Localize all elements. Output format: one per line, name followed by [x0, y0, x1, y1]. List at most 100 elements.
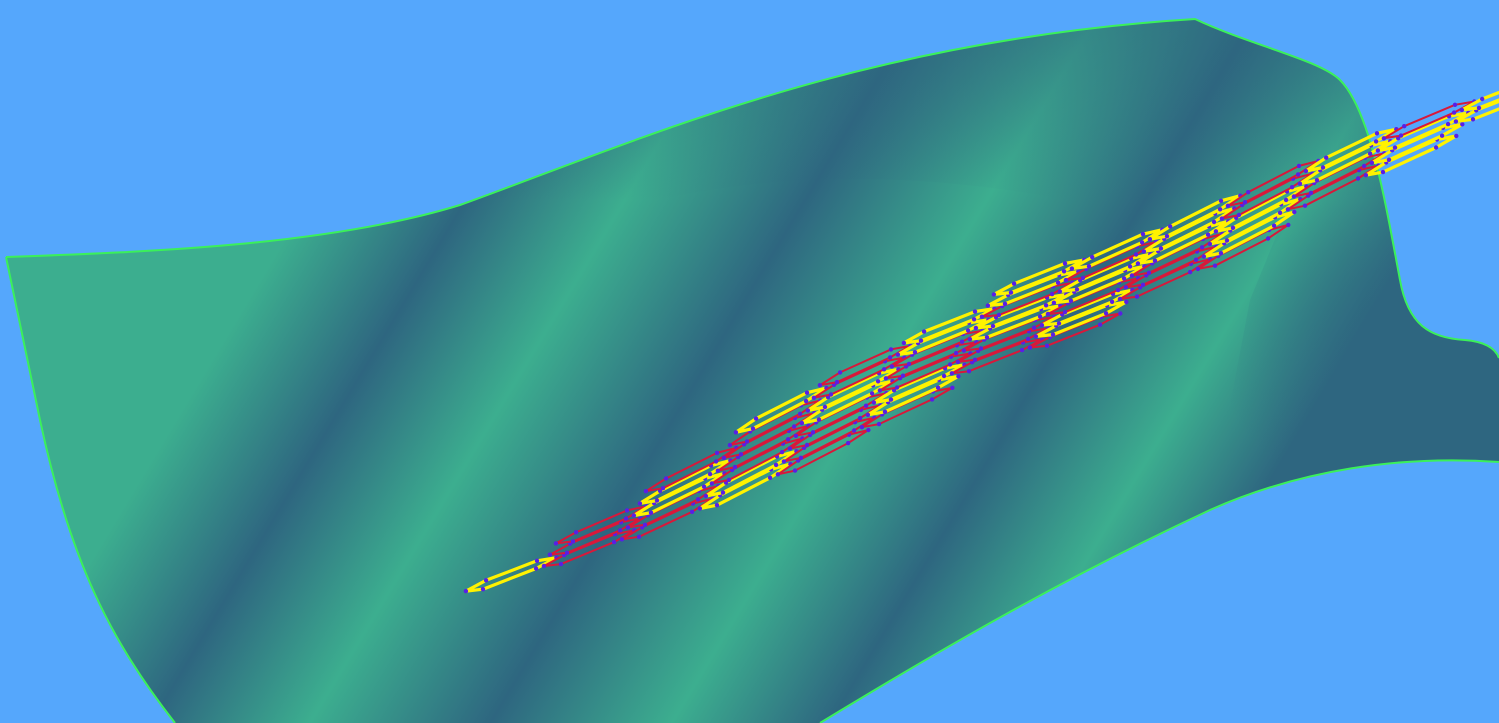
lattice-node [1476, 105, 1482, 111]
lattice-node [978, 346, 984, 351]
lattice-node [1049, 291, 1055, 297]
lattice-node [793, 433, 799, 438]
lattice-node [642, 522, 648, 527]
lattice-node [984, 335, 990, 340]
lattice-node [1037, 314, 1043, 319]
lattice-node [733, 430, 739, 435]
lattice-node [1152, 258, 1158, 263]
lattice-node [1025, 336, 1031, 342]
lattice-node [1074, 287, 1080, 292]
lattice-node [817, 383, 823, 388]
lattice-node [648, 510, 654, 515]
lattice-node [558, 561, 564, 567]
lattice-node [1134, 294, 1140, 299]
lattice-node [617, 528, 623, 533]
lattice-node [1008, 290, 1014, 295]
lattice-node [965, 328, 971, 333]
lattice-node [949, 371, 955, 376]
lattice-node [955, 359, 961, 365]
lattice-node [1320, 165, 1326, 170]
lattice-node [804, 442, 810, 448]
lattice-node [625, 525, 631, 530]
lattice-node [1297, 181, 1303, 186]
lattice-node [1062, 310, 1068, 315]
lattice-node [533, 566, 539, 571]
lattice-node [935, 385, 941, 390]
lattice-node [1140, 282, 1146, 287]
lattice-node [564, 550, 570, 555]
lattice-node [695, 497, 701, 502]
lattice-node [881, 367, 887, 372]
lattice-node [738, 452, 744, 457]
lattice-node [1218, 198, 1224, 203]
lattice-node [727, 442, 733, 448]
surface-sheet[interactable] [5, 17, 1499, 723]
lattice-node [1398, 133, 1404, 138]
lattice-node [941, 373, 947, 379]
lattice-node [1470, 117, 1476, 122]
lattice-node [750, 426, 756, 431]
lattice-node [828, 392, 834, 397]
surface-fold-shadow [1210, 80, 1499, 510]
lattice-node [1056, 321, 1062, 326]
lattice-node [637, 501, 643, 506]
lattice-node [1062, 261, 1068, 266]
lattice-node [791, 424, 797, 429]
lattice-node [950, 385, 955, 390]
lattice-node [985, 303, 991, 308]
lattice-node [1043, 303, 1049, 308]
lattice-node [877, 388, 883, 393]
lattice-node [901, 340, 907, 346]
lattice-node [863, 403, 869, 408]
lattice-node [1057, 289, 1063, 294]
lattice-node [1286, 222, 1291, 228]
lattice-node [996, 312, 1002, 318]
lattice-node [851, 428, 857, 433]
lattice-node [1139, 240, 1145, 245]
lattice-node [1459, 107, 1465, 113]
lattice-node [541, 563, 547, 569]
lattice-node [1277, 210, 1283, 215]
lattice-node [773, 462, 779, 468]
lattice-node [1289, 185, 1295, 190]
lattice-node [1451, 110, 1457, 115]
lattice-node [1205, 232, 1211, 237]
lattice-node [703, 493, 709, 499]
lattice-node [972, 309, 978, 314]
lattice-node [483, 578, 489, 583]
lattice-node [1002, 301, 1008, 306]
lattice-node [869, 391, 875, 396]
lattice-node [1051, 300, 1057, 305]
lattice-node [785, 437, 791, 442]
lattice-node [859, 425, 865, 430]
lattice-node [865, 412, 871, 417]
lattice-node [715, 468, 721, 473]
lattice-node [721, 455, 727, 461]
lattice-node [654, 498, 660, 503]
lattice-node [631, 513, 637, 518]
lattice-node [1061, 269, 1067, 274]
hexagonal-lattice[interactable] [463, 48, 1499, 594]
lattice-node [929, 397, 935, 402]
lattice-node [1045, 311, 1051, 317]
lattice-node [689, 509, 695, 514]
lattice-node [534, 558, 540, 563]
lattice-node [623, 516, 629, 521]
lattice-node [900, 373, 906, 378]
lattice-node [816, 417, 822, 422]
lattice-node [1117, 296, 1123, 302]
lattice-node [775, 472, 781, 477]
lattice-node [1129, 273, 1135, 278]
lattice-node [1050, 332, 1056, 337]
lattice-node [781, 459, 787, 464]
lattice-node [1355, 176, 1361, 181]
lattice-node [1201, 254, 1207, 259]
lattice-node [1118, 311, 1123, 316]
lattice-node [1168, 224, 1173, 229]
lattice-node [1103, 311, 1109, 316]
lattice-node [1433, 145, 1439, 150]
lattice-node [871, 400, 877, 405]
lattice-node [967, 337, 973, 342]
